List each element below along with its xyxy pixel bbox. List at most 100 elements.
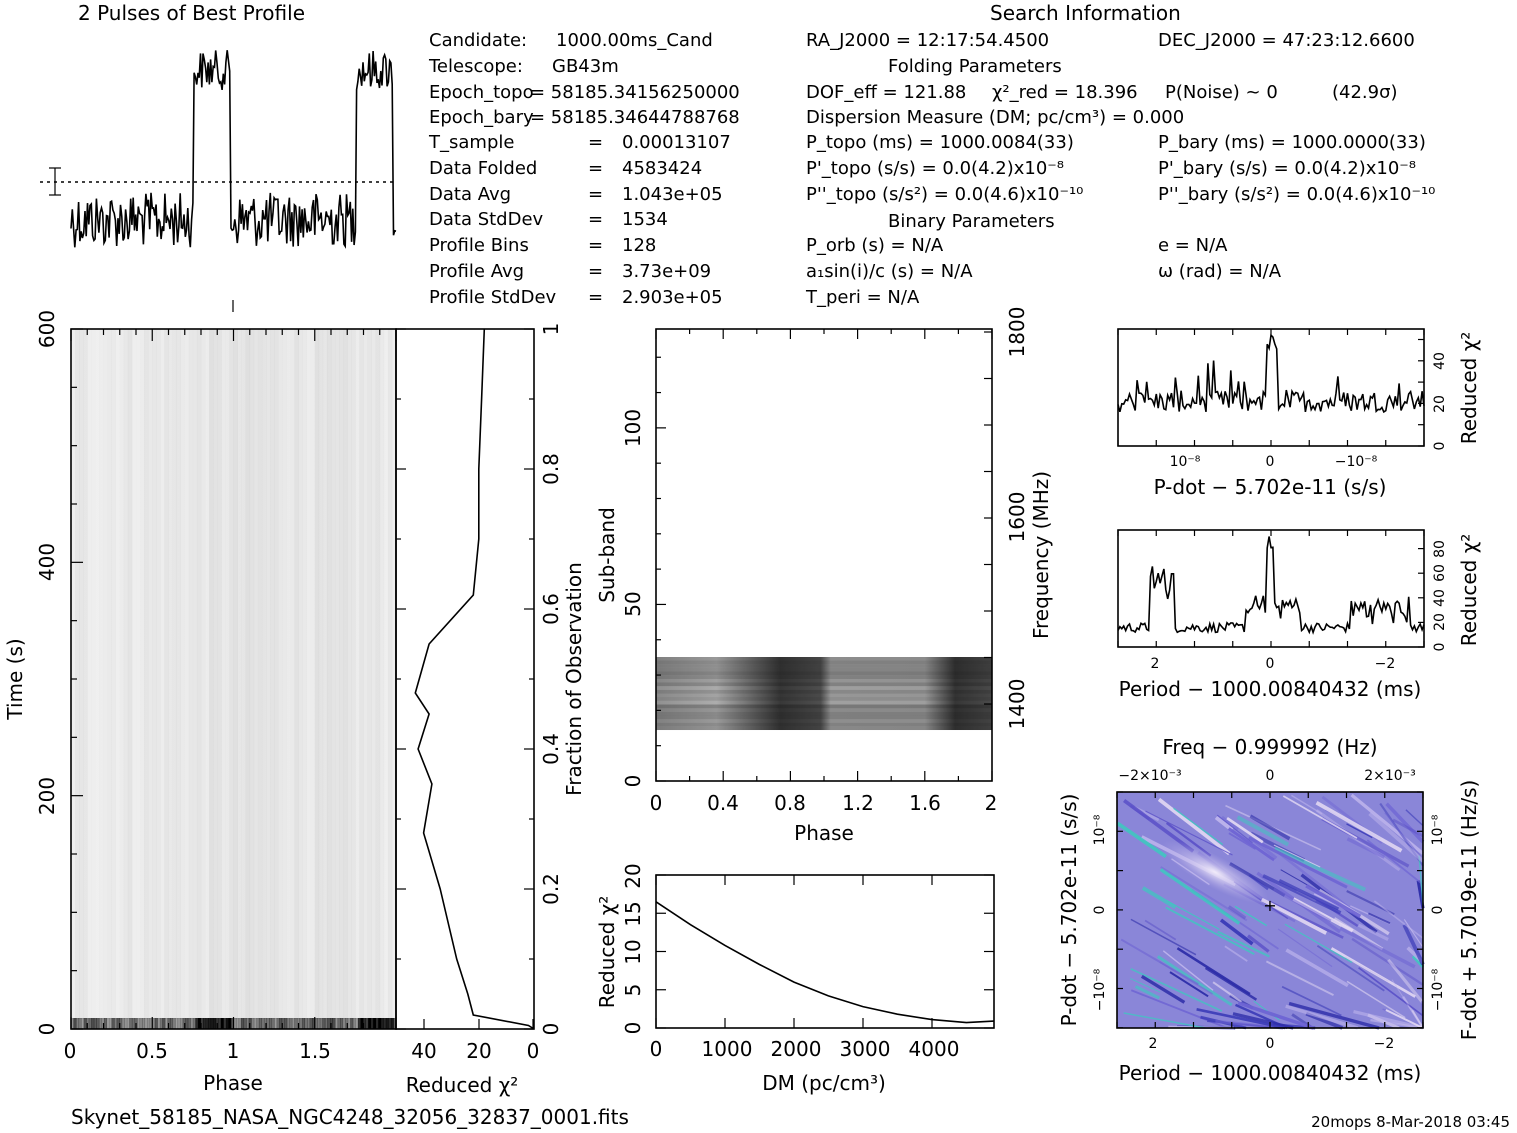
- tp-bottom-cell-28: [142, 1018, 146, 1029]
- sb-ytick-right-1: 1600: [1005, 492, 1029, 543]
- tp-stripe-23: [164, 329, 169, 1019]
- pp-streak-68: [1346, 890, 1395, 916]
- tp-bottom-cell-58: [218, 1018, 222, 1029]
- tp-bottom-cell-124: [385, 1018, 389, 1029]
- pd-ylabel: Reduced χ²: [1457, 332, 1481, 445]
- tp-bottom-cell-86: [289, 1018, 293, 1029]
- tp-bottom-cell-33: [154, 1018, 158, 1029]
- tp-stripe-58: [307, 329, 311, 1019]
- tp-bottom-cell-82: [279, 1018, 283, 1029]
- pp-streak-100: [1373, 900, 1424, 939]
- pp-streak-97: [1379, 802, 1424, 867]
- tp-stripe-22: [160, 329, 164, 1019]
- ct-ylabel: Fraction of Observation: [562, 562, 586, 796]
- tp-bottom-cell-5: [83, 1018, 87, 1029]
- info-label-1: Telescope:: [428, 56, 523, 77]
- ct-xlabel: Reduced χ²: [406, 1073, 519, 1097]
- pe-xtick-2: −2: [1375, 656, 1396, 672]
- dm-xtick-2: 2000: [771, 1037, 822, 1061]
- tp-bottom-cell-64: [233, 1018, 237, 1029]
- sb-stripe-15: [656, 711, 992, 716]
- tp-stripe-39: [229, 329, 234, 1019]
- time-phase-image: [71, 329, 396, 1029]
- tp-stripe-2: [79, 329, 84, 1019]
- pp-streak-139: [1368, 812, 1425, 863]
- tp-bottom-cell-107: [342, 1018, 346, 1029]
- tp-stripe-12: [120, 329, 124, 1019]
- pp-streak-128: [1116, 821, 1167, 859]
- sb-ytick-2: 100: [621, 409, 645, 447]
- tp-stripe-54: [290, 329, 294, 1019]
- dec-text: DEC_J2000 = 47:23:12.6600: [1158, 30, 1415, 51]
- pp-streak-45: [1387, 958, 1425, 1004]
- chi2-pdot-line: [1117, 333, 1425, 414]
- pp-streak-66: [1212, 981, 1242, 1003]
- tp-stripe-13: [123, 329, 129, 1019]
- tp-stripe-8: [104, 329, 108, 1019]
- tp-stripe-29: [188, 329, 194, 1019]
- info-value-8: 128: [622, 235, 656, 256]
- tp-bottom-cell-114: [360, 1018, 364, 1029]
- tp-bottom-cell-59: [220, 1018, 224, 1029]
- pp-streak-1: [1305, 1011, 1343, 1030]
- tp-bottom-cell-101: [327, 1018, 331, 1029]
- chi2-time-ticks: [396, 328, 534, 1030]
- tp-bottom-cell-13: [104, 1018, 107, 1029]
- tp-bottom-cell-80: [274, 1018, 278, 1029]
- pe-ytick-1: 20: [1432, 613, 1448, 631]
- pp-streak-117: [1278, 879, 1340, 911]
- pp-streak-118: [1272, 888, 1332, 923]
- tp-bottom-cell-17: [114, 1018, 118, 1029]
- info-label-10: Profile StdDev: [429, 287, 557, 308]
- pp-streak-3: [1228, 832, 1257, 850]
- timestamp-footer: 20mops 8-Mar-2018 03:45: [1311, 1113, 1510, 1131]
- tp-bottom-cell-125: [388, 1018, 392, 1029]
- tp-stripe-64: [331, 329, 336, 1019]
- pp-streak-127: [1237, 1001, 1314, 1030]
- pp-streak-96: [1226, 816, 1264, 844]
- chi2-time-frame: [395, 328, 535, 1030]
- tp-stripe-45: [253, 329, 259, 1019]
- tp-bottom-cell-116: [365, 1018, 369, 1029]
- sb-stripe-5: [656, 675, 992, 679]
- pddtopo-text: P''_topo (s/s²) = 0.0(4.6)x10⁻¹⁰: [806, 184, 1083, 205]
- pp-streak-138: [1262, 874, 1342, 915]
- sb-xtick-5: 2: [985, 791, 998, 815]
- tp-stripe-24: [168, 329, 173, 1019]
- tp-bottom-cell-117: [368, 1018, 372, 1029]
- info-label-7: Data StdDev: [429, 209, 544, 230]
- tp-bottom-cell-48: [192, 1018, 196, 1029]
- tp-bottom-cell-79: [271, 1018, 275, 1029]
- tp-bottom-cell-24: [131, 1018, 135, 1029]
- tp-bottom-cell-40: [172, 1018, 176, 1029]
- subband-ticks: [655, 329, 993, 782]
- tp-bottom-cell-16: [111, 1018, 115, 1029]
- period-pdot-streaks: [1116, 793, 1425, 1030]
- pp-streak-108: [1277, 928, 1333, 968]
- tp-bottom-cell-51: [200, 1018, 204, 1029]
- tp-stripe-73: [367, 329, 372, 1019]
- tp-stripe-36: [217, 329, 222, 1019]
- pp-streak-38: [1236, 815, 1290, 847]
- tp-bottom-cell-97: [317, 1018, 321, 1029]
- dm-ytick-2: 10: [621, 939, 645, 964]
- pp-streak-115: [1368, 912, 1391, 925]
- tp-stripe-10: [111, 329, 116, 1019]
- tp-bottom-cell-100: [324, 1018, 328, 1029]
- tp-bottom-cell-83: [281, 1018, 285, 1029]
- pp-streak-106: [1292, 897, 1354, 933]
- tp-bottom-cell-120: [375, 1018, 379, 1029]
- dm-xtick-3: 3000: [840, 1037, 891, 1061]
- tp-bottom-cell-106: [340, 1018, 344, 1029]
- tp-stripe-6: [95, 329, 99, 1019]
- tp-bottom-cell-45: [185, 1018, 189, 1029]
- pp-ylabel-right: F-dot + 5.7019e-11 (Hz/s): [1457, 780, 1481, 1041]
- sb-stripe-7: [656, 682, 992, 687]
- eq-4: =: [588, 132, 603, 153]
- tp-stripe-15: [132, 329, 136, 1019]
- tp-stripe-7: [99, 329, 103, 1019]
- tp-bottom-cell-61: [225, 1018, 229, 1029]
- sb-stripe-3: [656, 668, 992, 672]
- tp-bottom-cell-42: [177, 1018, 181, 1029]
